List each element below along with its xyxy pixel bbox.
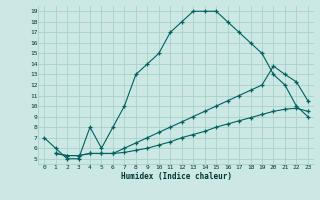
X-axis label: Humidex (Indice chaleur): Humidex (Indice chaleur): [121, 172, 231, 181]
